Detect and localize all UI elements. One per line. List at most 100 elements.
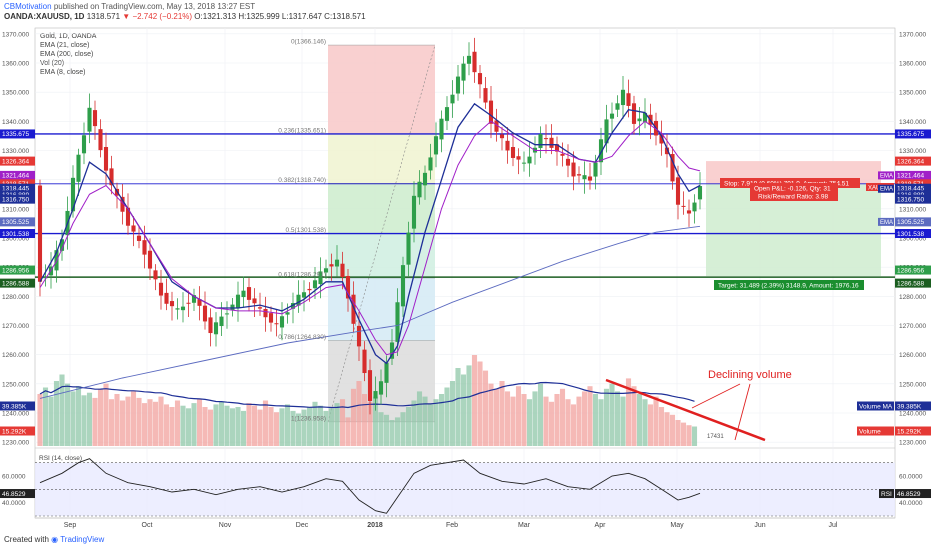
volume-bar [504, 391, 511, 446]
tradingview-logo-icon: ◉ [51, 535, 59, 544]
fibonacci-zones [327, 44, 436, 423]
y-tick-label-right: 1260.000 [899, 352, 926, 359]
volume-bar [317, 405, 324, 446]
publish-info: CBMotivation published on TradingView.co… [4, 2, 255, 11]
rsi-line [39, 458, 701, 514]
fib-level-label: 0(1366.146) [291, 39, 326, 46]
volume-bar [383, 414, 390, 446]
price-badge-left [0, 278, 35, 288]
candle-body [488, 100, 494, 124]
candle-body [76, 154, 81, 182]
price-badge-left [0, 170, 35, 180]
volume-bar [620, 396, 626, 446]
volume-bar [130, 391, 137, 446]
y-tick-label-left: 1360.000 [2, 61, 29, 68]
fib-level-label: 0.786(1264.830) [278, 334, 326, 341]
y-tick-label-right: 1310.000 [899, 206, 926, 213]
y-tick-label-right: 1300.000 [899, 236, 926, 243]
volume-bar [37, 394, 43, 446]
tradingview-link[interactable]: TradingView [60, 535, 105, 544]
author-link[interactable]: CBMotivation [4, 2, 52, 11]
price-badge-right [895, 170, 931, 180]
candle-body [120, 196, 125, 212]
annotation-arrow [691, 383, 741, 409]
volume-bar [92, 397, 98, 446]
volume-bar [631, 386, 637, 446]
candle-body [593, 162, 598, 177]
legend-item[interactable]: Gold, 1D, OANDA [40, 33, 97, 40]
candle-body [686, 210, 692, 214]
legend-item[interactable]: EMA (8, close) [40, 69, 86, 76]
target-label-bg [714, 280, 864, 290]
y-tick-label-right: 1370.000 [899, 31, 926, 38]
candle-body [642, 112, 648, 122]
candle-body [208, 317, 213, 334]
volume-bar [81, 395, 87, 446]
ema-tag: EMA [880, 220, 893, 226]
rsi-badge-right-text: 46.8529 [897, 491, 921, 498]
volume-bar [372, 396, 379, 446]
price-badge-right [895, 183, 931, 193]
price-badge-right [895, 217, 931, 227]
y-tick-label-left: 1230.000 [2, 440, 29, 447]
volume-bar [614, 391, 621, 446]
volume-bar [609, 383, 615, 446]
candle-body [98, 129, 103, 151]
candle-body [219, 316, 224, 327]
x-tick-label: Sep [64, 522, 77, 529]
candle-body [543, 138, 549, 140]
volume-bar [543, 396, 549, 446]
rsi-tag [879, 489, 894, 499]
volume-bar [422, 396, 428, 446]
candle-body [268, 313, 274, 323]
volume-bar [493, 388, 500, 446]
candle-body [290, 303, 296, 309]
candle-body [538, 134, 543, 149]
x-tick-label: Apr [595, 522, 607, 529]
volume-bar [207, 409, 214, 446]
candle-body [560, 153, 565, 156]
candle-body [670, 154, 675, 182]
price-change: −2.742 (−0.21%) [132, 12, 193, 21]
candle-body [362, 349, 367, 374]
candle-body [329, 264, 334, 267]
volume-bars [37, 355, 698, 446]
volume-bar [526, 399, 533, 446]
volume-bar [196, 399, 203, 446]
candle-body [252, 298, 257, 304]
candle-body [87, 107, 92, 132]
volume-bar [625, 378, 632, 446]
fib-zone [328, 134, 435, 184]
price-badge-right-text: 1301.538 [897, 231, 924, 238]
volume-bar [592, 394, 599, 446]
y-tick-label-right: 1240.000 [899, 411, 926, 418]
price-badge-right [895, 129, 931, 139]
price-badge-left-text: 1318.445 [2, 186, 29, 193]
y-tick-label-right: 1330.000 [899, 148, 926, 155]
volume-bar [339, 399, 346, 446]
fib-zone [328, 233, 435, 278]
candle-body [664, 147, 670, 155]
volume-bar [438, 394, 445, 446]
volume-bar [202, 407, 208, 446]
price-badge-right [895, 265, 931, 275]
candle-body [340, 263, 345, 278]
legend-item[interactable]: EMA (200, close) [40, 51, 94, 58]
volume-bar [466, 365, 472, 446]
legend-item[interactable]: Vol (20) [40, 60, 65, 67]
volume-bar [587, 386, 593, 446]
candle-body [241, 290, 246, 298]
volume-bar [647, 404, 654, 446]
legend-item[interactable]: EMA (21, close) [40, 42, 90, 49]
candle-body [37, 185, 43, 282]
candle-body [213, 322, 219, 335]
volume-bar [218, 401, 225, 446]
price-badge-right-text: 1286.956 [897, 267, 924, 274]
price-badge-right [895, 229, 931, 239]
candle-body [461, 63, 466, 81]
candle-body [158, 282, 164, 296]
volume-bar [427, 404, 434, 446]
y-tick-label-left: 1350.000 [2, 90, 29, 97]
volume-bar [680, 422, 687, 446]
